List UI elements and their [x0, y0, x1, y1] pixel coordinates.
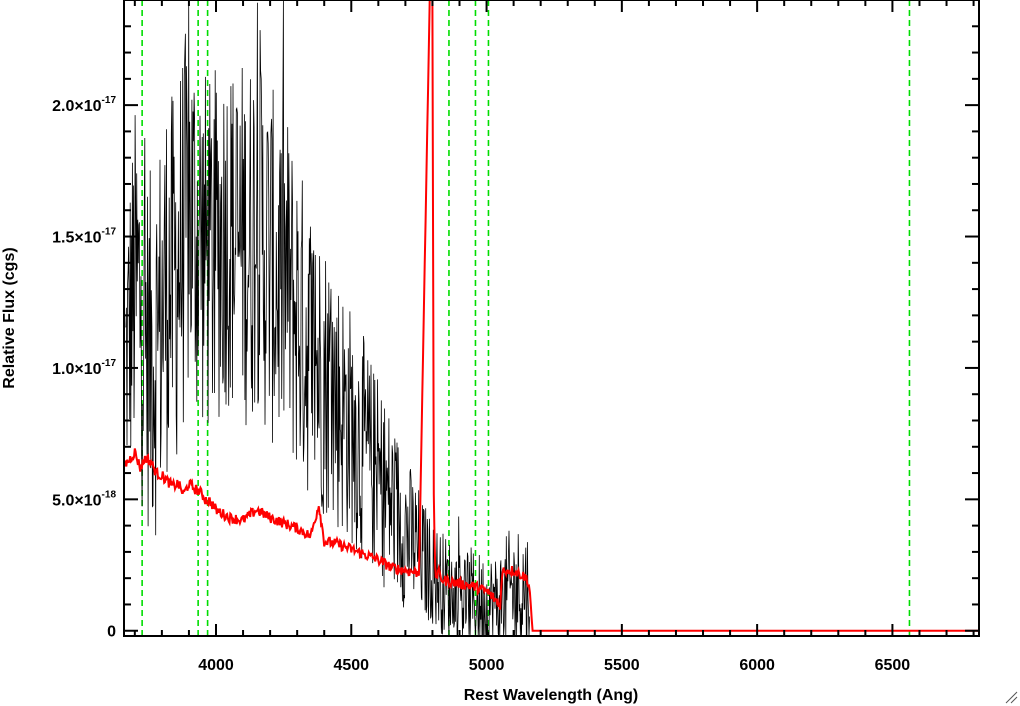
x-tick-label-5500: 5500 [604, 657, 640, 674]
x-tick-label-6500: 6500 [875, 657, 911, 674]
x-tick-label-4000: 4000 [198, 657, 234, 674]
model-spectrum-series [123, 0, 979, 632]
y-tick-label-3: 1.5×10-17 [52, 227, 116, 247]
y-tick-label-1: 5.0×10-18 [52, 489, 116, 509]
y-tick-label-0: 0 [107, 624, 116, 641]
plot-frame [123, 0, 980, 637]
x-tick-label-6000: 6000 [739, 657, 775, 674]
observed-spectrum-line [125, 0, 530, 637]
y-tick-label-4: 2.0×10-17 [52, 95, 116, 115]
x-axis-label: Rest Wavelength (Ang) [464, 687, 639, 704]
plot-axes [123, 0, 980, 637]
model-spectrum-line [123, 0, 979, 632]
x-tick-labels: 4000 4500 5000 5500 6000 6500 [198, 657, 910, 674]
observed-spectrum-series [125, 0, 530, 637]
resize-grip-icon[interactable] [1004, 690, 1018, 704]
y-axis-label: Relative Flux (cgs) [1, 247, 18, 388]
x-tick-label-5000: 5000 [469, 657, 505, 674]
y-tick-label-2: 1.0×10-17 [52, 358, 116, 378]
emission-line-markers [141, 0, 911, 636]
y-tick-labels: 0 5.0×10-18 1.0×10-17 1.5×10-17 2.0×10-17 [52, 95, 116, 641]
x-tick-label-4500: 4500 [333, 657, 369, 674]
